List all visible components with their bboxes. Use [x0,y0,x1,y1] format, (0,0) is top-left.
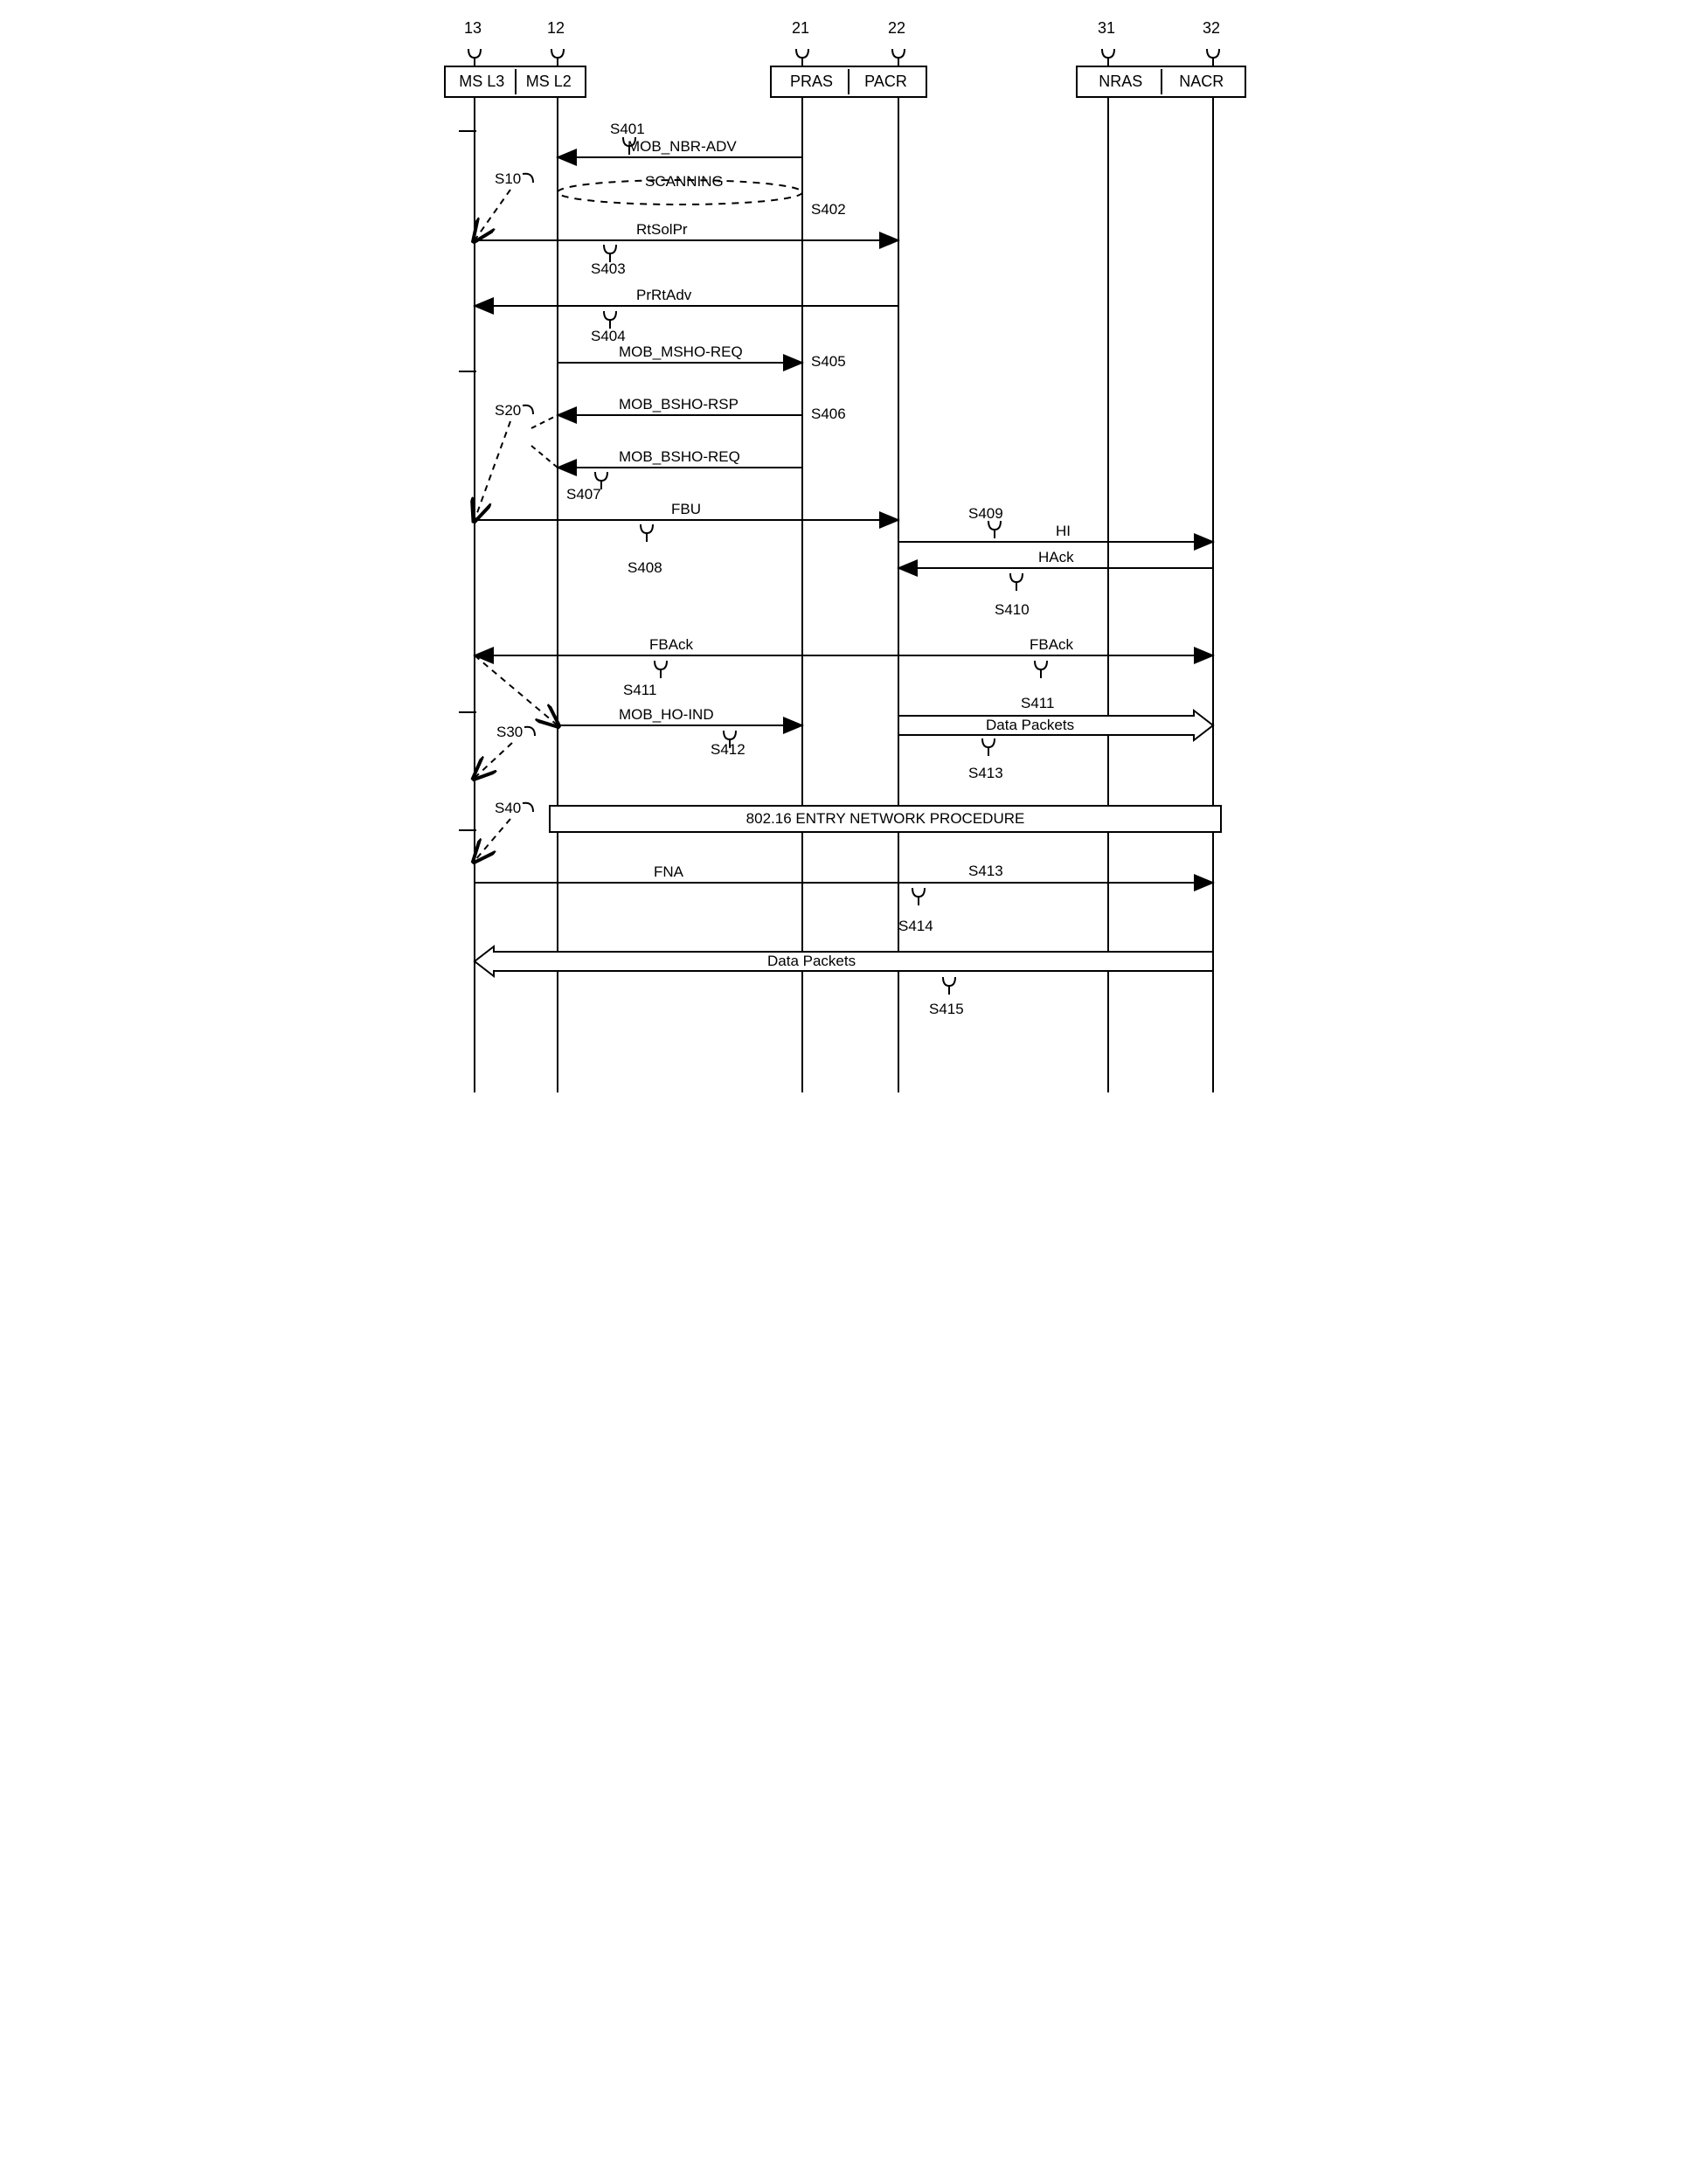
lifeline-number-msl2: 12 [547,19,565,38]
step-label-s408: S408 [628,559,662,577]
lifeline-number-nacr: 32 [1203,19,1220,38]
step-label-s401: S401 [610,121,645,138]
msg-label-s413a: Data Packets [986,717,1074,734]
header-cell: MS L2 [515,69,582,94]
step-label-s411b: S411 [1021,695,1054,712]
lifeline-number-pras: 21 [792,19,809,38]
step-label-s405: S405 [811,353,846,371]
header-box-0: MS L3MS L2 [444,66,586,98]
msg-label-s409: HI [1056,523,1071,540]
msg-label-s415: Data Packets [767,953,856,970]
header-cell: NACR [1161,69,1242,94]
step-label-s413a: S413 [968,765,1003,782]
step-label-s412: S412 [711,741,745,759]
header-cell: NRAS [1081,69,1161,94]
phase-label-S20: S20 [495,402,521,419]
msg-label-s412: MOB_HO-IND [619,706,714,724]
phase-label-S40: S40 [495,800,521,817]
header-cell: PRAS [775,69,848,94]
msg-label-s410: HAck [1038,549,1074,566]
phase-label-S30: S30 [496,724,523,741]
header-cell: PACR [848,69,922,94]
msg-label-s402: SCANNING [645,173,724,191]
lifeline-number-pacr: 22 [888,19,905,38]
step-label-s404: S404 [591,328,626,345]
header-box-1: PRASPACR [770,66,927,98]
msg-label-s404: PrRtAdv [636,287,691,304]
msg-label-s414: FNA [654,863,683,881]
msg-label-s407: MOB_BSHO-REQ [619,448,740,466]
procedure-box: 802.16 ENTRY NETWORK PROCEDURE [549,805,1222,833]
step-label-s411a: S411 [623,682,656,699]
phase-label-S10: S10 [495,170,521,188]
msg-label-s405: MOB_MSHO-REQ [619,343,743,361]
step-label-s415: S415 [929,1001,964,1018]
step-label-s407: S407 [566,486,601,503]
msg-label-s411a: FBAck [649,636,693,654]
step-label-s403: S403 [591,260,626,278]
msg-label-s408: FBU [671,501,701,518]
lifeline-number-msl3: 13 [464,19,482,38]
step-label-s402: S402 [811,201,846,218]
header-cell: MS L3 [449,69,515,94]
step-label-s406: S406 [811,406,846,423]
msg-label-s411b: FBAck [1030,636,1073,654]
step-label-s410: S410 [995,601,1030,619]
lifeline-number-nras: 31 [1098,19,1115,38]
step-label-s414: S414 [898,918,933,935]
header-box-2: NRASNACR [1076,66,1246,98]
msg-label-s401: MOB_NBR-ADV [628,138,737,156]
msg-label-s403: RtSolPr [636,221,688,239]
msg-label-s406: MOB_BSHO-RSP [619,396,739,413]
step-label-s409: S409 [968,505,1003,523]
sequence-diagram: 13 12 21 22 31 32 MS L3MS L2 PRASPACR NRASNACR S1… [426,17,1266,1101]
step-label-extra-s414: S413 [968,863,1003,880]
